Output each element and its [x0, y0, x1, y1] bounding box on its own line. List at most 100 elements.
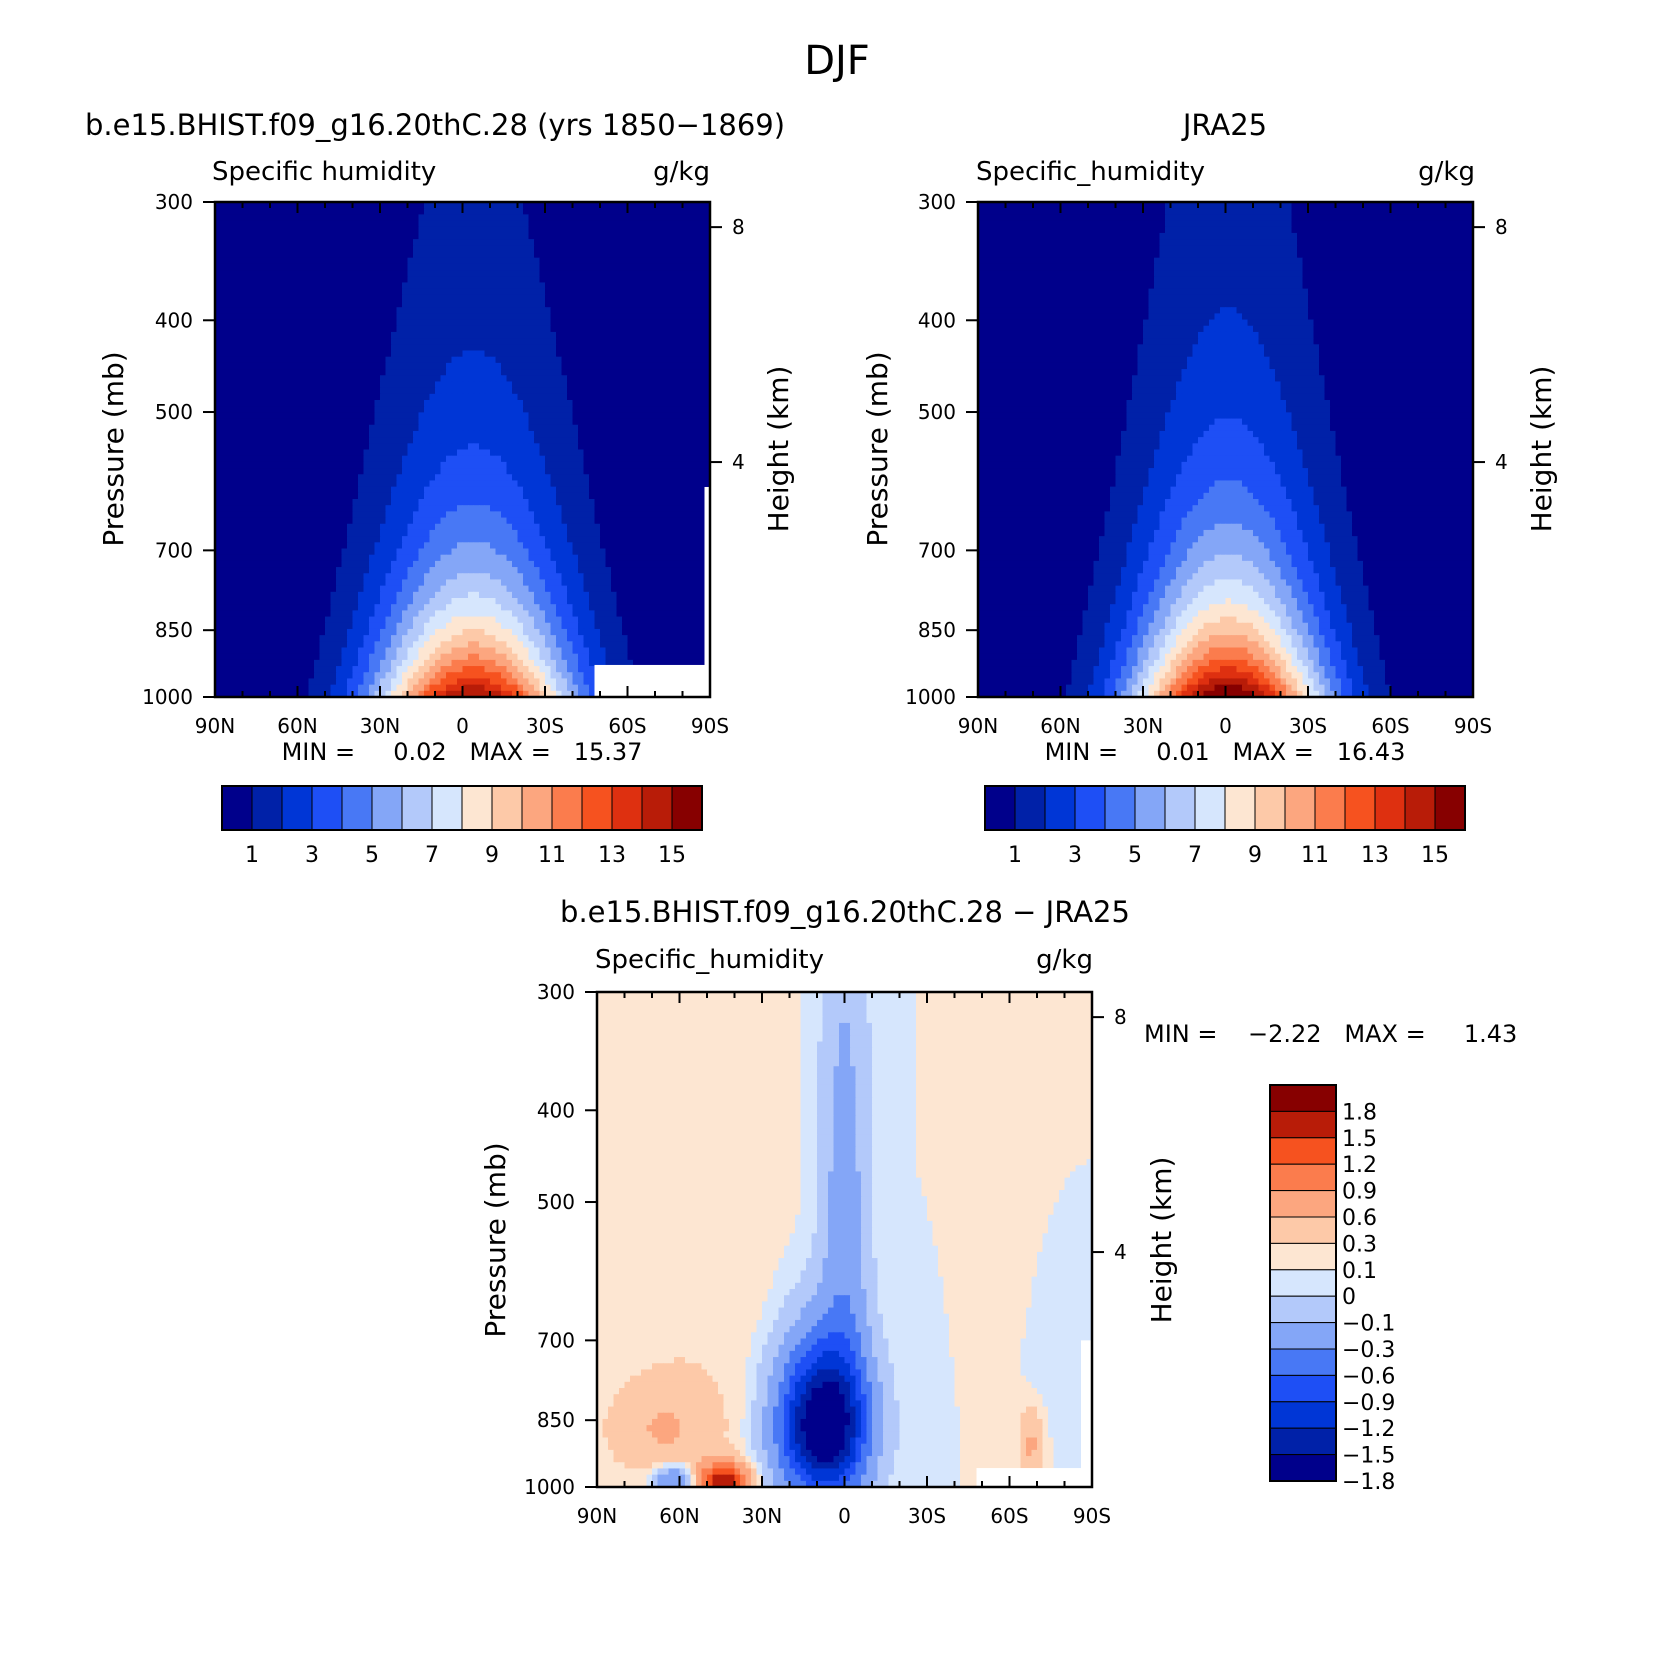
heatmap-cell	[611, 208, 617, 215]
heatmap-cell	[331, 214, 337, 221]
heatmap-cell	[232, 480, 238, 487]
heatmap-cell	[336, 394, 342, 401]
heatmap-cell	[342, 295, 348, 302]
heatmap-cell	[606, 474, 612, 481]
heatmap-cell	[270, 499, 276, 506]
heatmap-cell	[287, 480, 293, 487]
heatmap-cell	[441, 530, 447, 537]
heatmap-cell	[501, 394, 507, 401]
heatmap-cell	[358, 542, 364, 549]
heatmap-cell	[578, 381, 584, 388]
heatmap-cell	[320, 487, 326, 494]
heatmap-cell	[303, 406, 309, 413]
heatmap-cell	[281, 208, 287, 215]
heatmap-cell	[606, 406, 612, 413]
heatmap-cell	[672, 282, 678, 289]
heatmap-cell	[298, 394, 304, 401]
heatmap-cell	[584, 524, 590, 531]
heatmap-cell	[677, 437, 683, 444]
heatmap-cell	[226, 474, 232, 481]
heatmap-cell	[655, 499, 661, 506]
heatmap-cell	[578, 388, 584, 395]
heatmap-cell	[578, 536, 584, 543]
heatmap-cell	[600, 264, 606, 271]
heatmap-cell	[666, 357, 672, 364]
heatmap-cell	[655, 313, 661, 320]
heatmap-cell	[309, 505, 315, 512]
heatmap-cell	[694, 511, 700, 518]
heatmap-cell	[347, 276, 353, 283]
heatmap-cell	[408, 381, 414, 388]
heatmap-cell	[595, 208, 601, 215]
heatmap-cell	[435, 301, 441, 308]
heatmap-cell	[584, 511, 590, 518]
heatmap-cell	[699, 511, 705, 518]
heatmap-cell	[320, 400, 326, 407]
heatmap-cell	[309, 394, 315, 401]
heatmap-cell	[243, 412, 249, 419]
heatmap-cell	[331, 493, 337, 500]
heatmap-cell	[617, 221, 623, 228]
heatmap-cell	[523, 264, 529, 271]
heatmap-cell	[672, 406, 678, 413]
heatmap-cell	[364, 406, 370, 413]
heatmap-cell	[430, 524, 436, 531]
heatmap-cell	[424, 474, 430, 481]
heatmap-cell	[331, 239, 337, 246]
heatmap-cell	[424, 313, 430, 320]
heatmap-cell	[413, 487, 419, 494]
heatmap-cell	[545, 480, 551, 487]
heatmap-cell	[331, 524, 337, 531]
heatmap-cell	[237, 450, 243, 457]
heatmap-cell	[562, 388, 568, 395]
heatmap-cell	[281, 381, 287, 388]
heatmap-cell	[270, 307, 276, 314]
heatmap-cell	[347, 332, 353, 339]
heatmap-cell	[683, 524, 689, 531]
heatmap-cell	[485, 381, 491, 388]
heatmap-cell	[589, 450, 595, 457]
heatmap-cell	[595, 468, 601, 475]
heatmap-cell	[490, 474, 496, 481]
heatmap-cell	[677, 375, 683, 382]
heatmap-cell	[380, 289, 386, 296]
heatmap-cell	[369, 493, 375, 500]
heatmap-cell	[496, 332, 502, 339]
heatmap-cell	[369, 301, 375, 308]
heatmap-cell	[446, 518, 452, 525]
heatmap-cell	[644, 326, 650, 333]
heatmap-cell	[512, 245, 518, 252]
heatmap-cell	[562, 394, 568, 401]
heatmap-cell	[496, 282, 502, 289]
heatmap-cell	[518, 338, 524, 345]
heatmap-cell	[298, 239, 304, 246]
heatmap-cell	[644, 474, 650, 481]
heatmap-cell	[666, 270, 672, 277]
heatmap-cell	[446, 214, 452, 221]
heatmap-cell	[672, 499, 678, 506]
heatmap-cell	[446, 320, 452, 327]
heatmap-cell	[628, 313, 634, 320]
heatmap-cell	[512, 480, 518, 487]
heatmap-cell	[424, 289, 430, 296]
heatmap-cell	[292, 295, 298, 302]
heatmap-cell	[584, 450, 590, 457]
heatmap-cell	[309, 450, 315, 457]
heatmap-cell	[595, 536, 601, 543]
heatmap-cell	[331, 542, 337, 549]
heatmap-cell	[320, 425, 326, 432]
heatmap-cell	[243, 499, 249, 506]
heatmap-cell	[298, 505, 304, 512]
heatmap-cell	[347, 505, 353, 512]
heatmap-cell	[490, 480, 496, 487]
heatmap-cell	[287, 437, 293, 444]
heatmap-cell	[556, 375, 562, 382]
heatmap-cell	[430, 258, 436, 265]
heatmap-cell	[512, 406, 518, 413]
heatmap-cell	[633, 252, 639, 259]
heatmap-cell	[265, 239, 271, 246]
heatmap-cell	[237, 474, 243, 481]
heatmap-cell	[221, 437, 227, 444]
heatmap-cell	[463, 282, 469, 289]
heatmap-cell	[402, 375, 408, 382]
